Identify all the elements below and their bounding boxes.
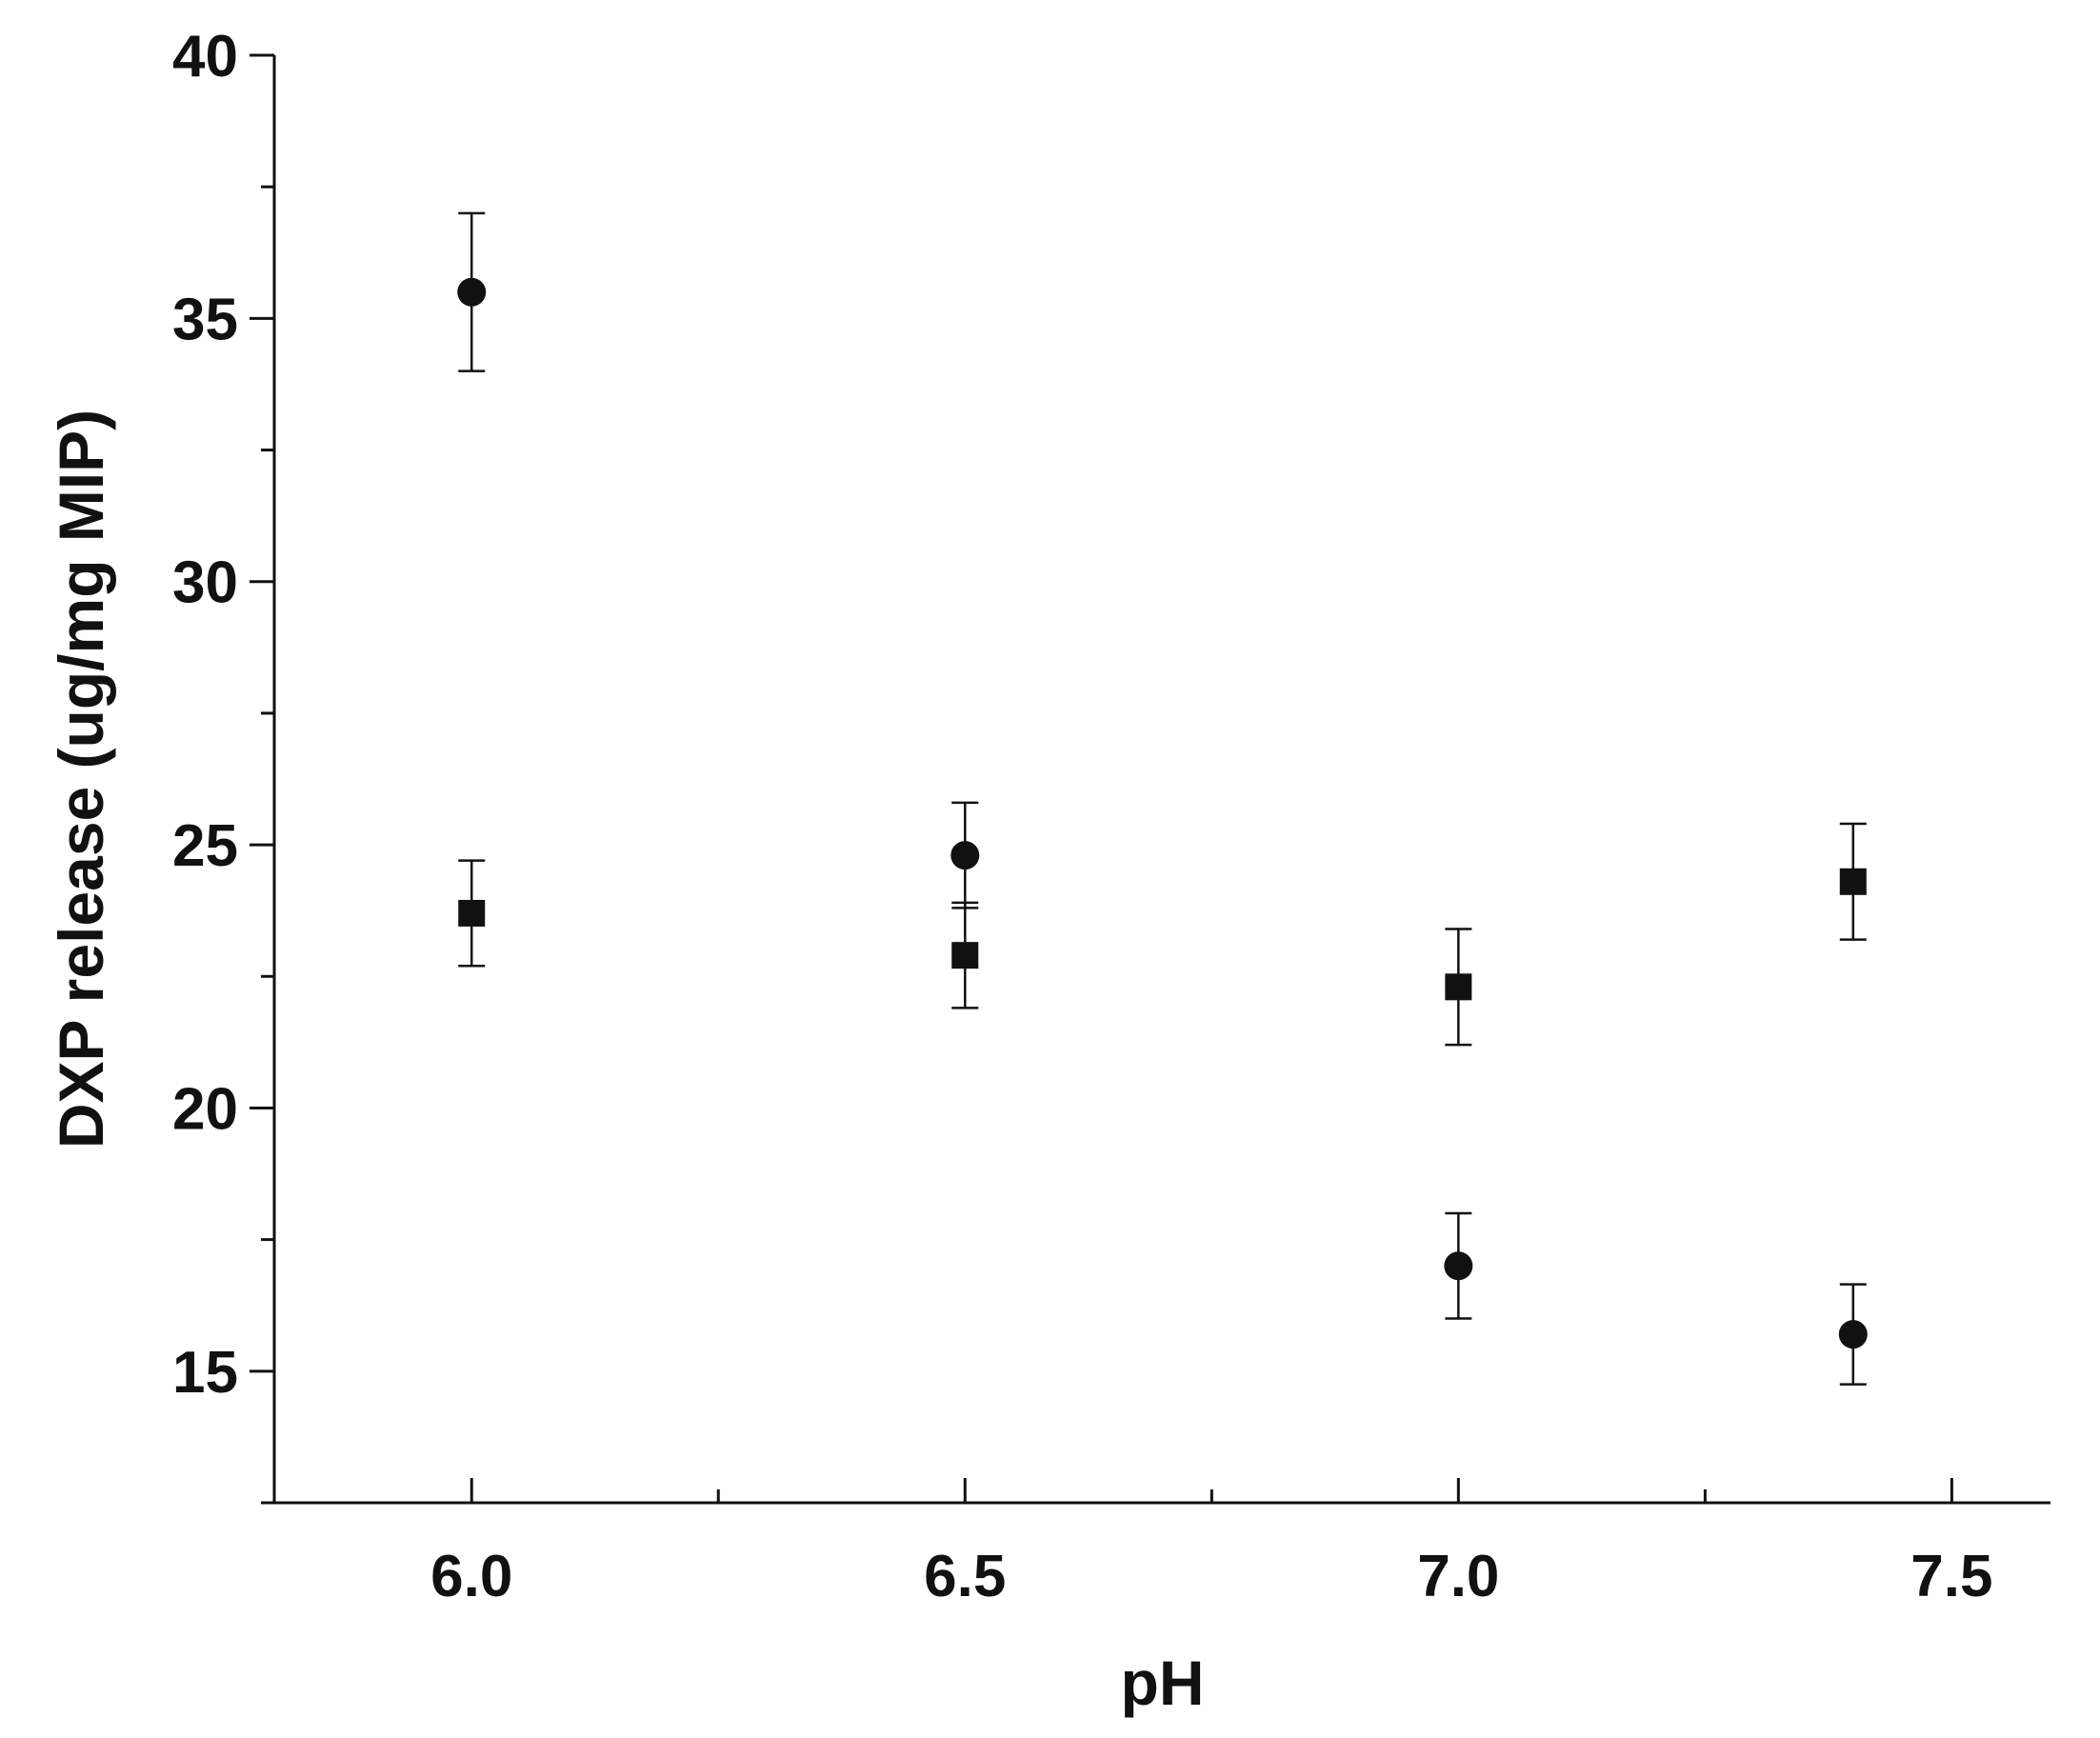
y-axis-title: DXP release (ug/mg MIP) [46, 410, 116, 1149]
data-point-circle [950, 841, 980, 870]
x-tick-label: 6.5 [924, 1544, 1006, 1609]
x-tick-label: 7.0 [1417, 1544, 1499, 1609]
x-tick-label: 7.5 [1910, 1544, 1992, 1609]
y-tick-label: 35 [172, 287, 238, 352]
axes [272, 55, 2050, 1505]
y-axis-ticks: 15 20 25 30 35 40 [172, 24, 274, 1505]
y-tick-label: 25 [172, 813, 238, 879]
data-point-square [458, 899, 486, 927]
x-tick-label: 6.0 [430, 1544, 512, 1609]
x-axis-title: pH [1121, 1648, 1205, 1718]
y-tick-label: 40 [172, 24, 238, 90]
y-tick-label: 20 [172, 1076, 238, 1142]
y-tick-label: 30 [172, 550, 238, 616]
data-point-circle [1444, 1251, 1473, 1281]
data-point-circle [457, 277, 487, 307]
data-point-circle [1838, 1320, 1868, 1349]
data-point-square [1445, 973, 1472, 1001]
series-square [458, 822, 1867, 1047]
data-marks [457, 211, 1868, 1386]
y-tick-label: 15 [172, 1340, 238, 1406]
series-circle [457, 211, 1868, 1386]
data-point-square [1839, 868, 1867, 895]
x-axis-ticks: 6.0 6.5 7.0 7.5 [430, 1478, 1992, 1609]
data-point-square [951, 942, 979, 969]
